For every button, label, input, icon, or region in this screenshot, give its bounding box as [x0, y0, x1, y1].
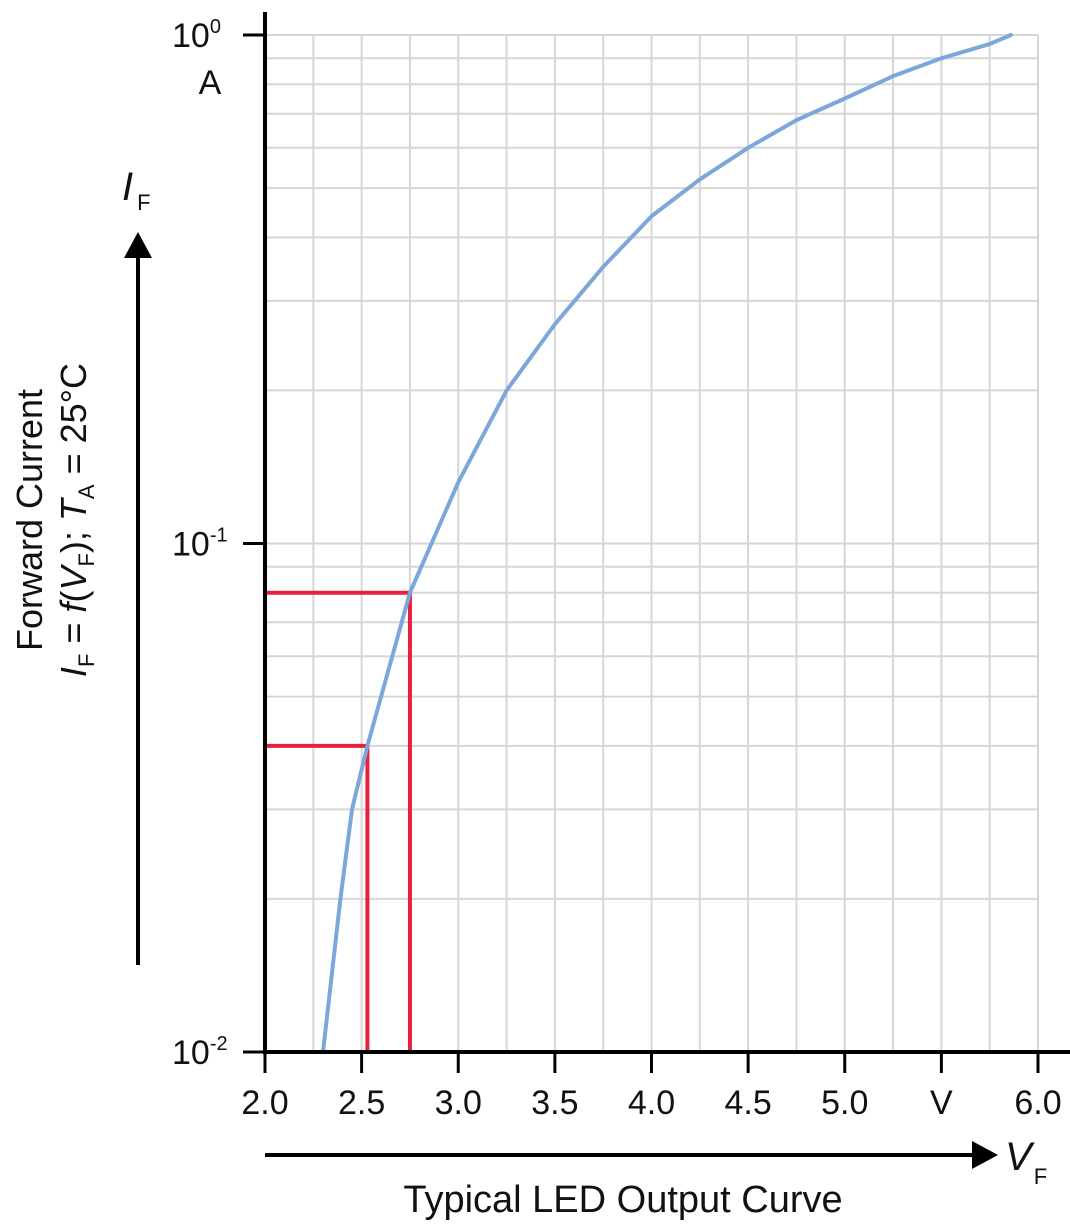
- operating-point-marker: [265, 590, 412, 1052]
- x-tick-label: 3.0: [435, 1084, 482, 1122]
- y-tick-label: 100: [172, 16, 221, 55]
- axes: [263, 12, 1070, 1054]
- y-tick-label: 10-1: [172, 525, 228, 564]
- x-tick-label: 6.0: [1014, 1084, 1061, 1122]
- x-tick-label: 4.0: [628, 1084, 675, 1122]
- y-arrow-head-icon: [124, 232, 152, 258]
- y-axis-label: Forward Current IF = f(VF); TA = 25°C: [9, 363, 99, 677]
- x-ticks: 2.0 2.5 3.0 3.5 4.0 4.5 5.0 V 6.0: [241, 1052, 1062, 1122]
- iv-curve: [321, 33, 1013, 1054]
- x-tick-label: 5.0: [821, 1084, 868, 1122]
- x-tick-label: 2.5: [338, 1084, 385, 1122]
- x-arrow-head-icon: [972, 1141, 998, 1169]
- y-unit-label: A: [199, 64, 222, 102]
- chart-title: Typical LED Output Curve: [403, 1179, 842, 1221]
- x-axis-symbol: VF: [1005, 1135, 1047, 1189]
- y-axis-label-line1: Forward Current: [9, 389, 50, 651]
- y-ticks: 100 10-1 10-2: [172, 16, 265, 1072]
- grid: [264, 34, 1039, 1053]
- y-axis-label-line2: IF = f(VF); TA = 25°C: [53, 363, 99, 677]
- x-tick-label: 3.5: [531, 1084, 578, 1122]
- x-tick-label: V: [930, 1084, 953, 1122]
- operating-point-markers: [265, 590, 412, 1052]
- y-tick-label: 10-2: [172, 1033, 228, 1072]
- x-tick-label: 4.5: [724, 1084, 771, 1122]
- x-tick-label: 2.0: [241, 1084, 288, 1122]
